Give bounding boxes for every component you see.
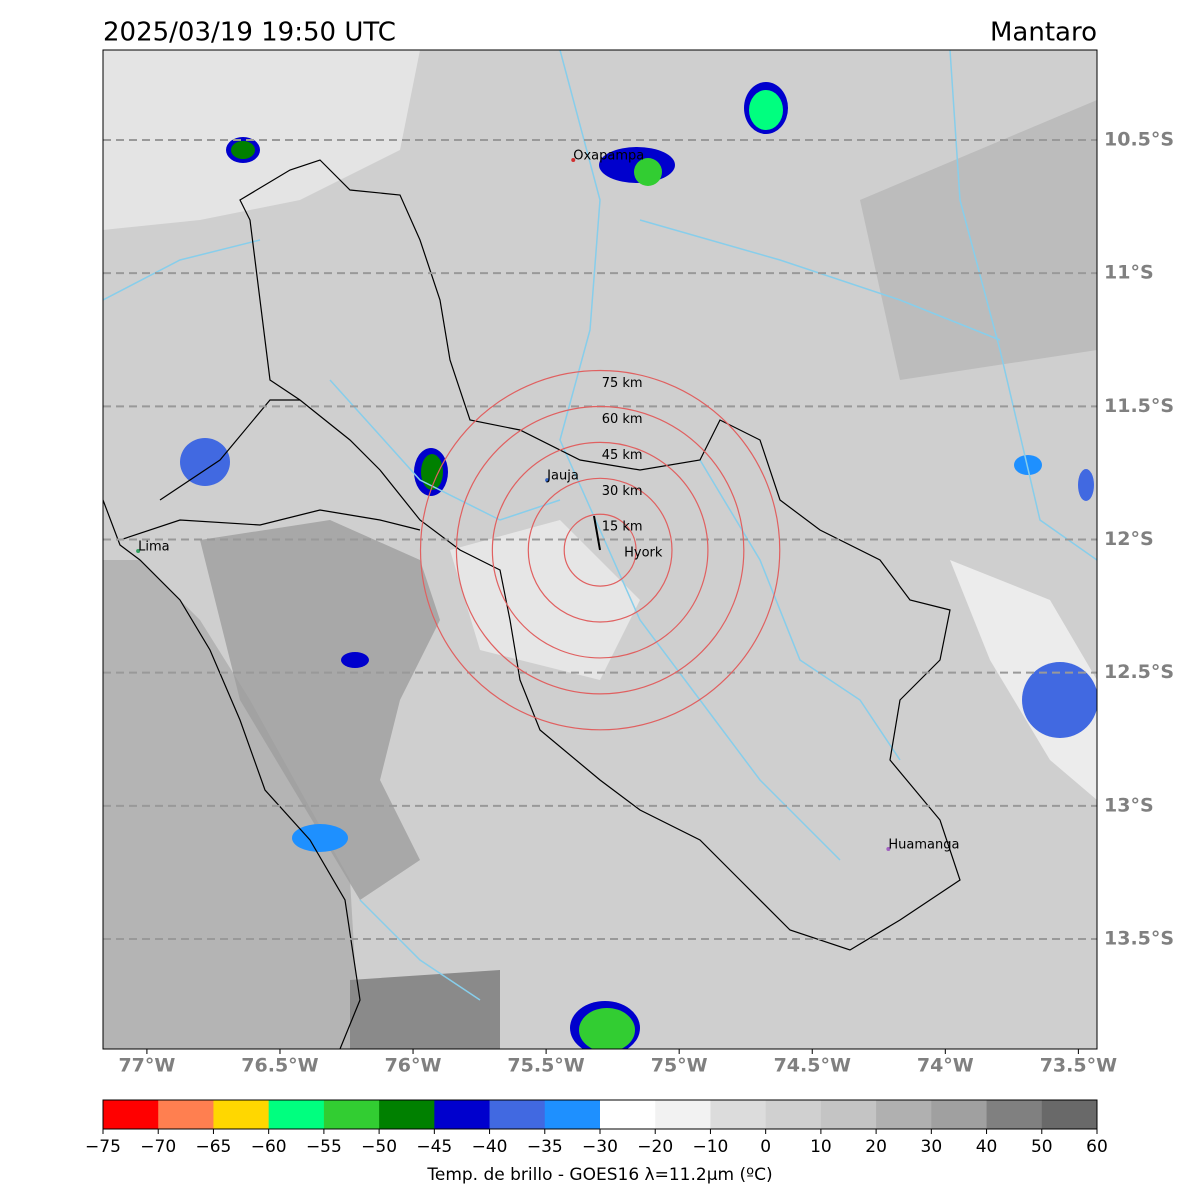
colorbar-segment xyxy=(323,1100,380,1129)
x-tick-label: 77°W xyxy=(118,1055,175,1077)
city-label: Jauja xyxy=(546,469,579,484)
colorbar-tick-label: −50 xyxy=(361,1137,397,1157)
colorbar-segment xyxy=(765,1100,822,1129)
colorbar-tick-label: 40 xyxy=(976,1137,998,1157)
colorbar-segment xyxy=(600,1100,656,1129)
colorbar-segment xyxy=(213,1100,270,1129)
station-marker xyxy=(593,515,601,551)
map-imagery xyxy=(103,50,1097,1049)
x-tick-label: 73.5°W xyxy=(1040,1055,1117,1077)
range-ring xyxy=(419,369,781,731)
colorbar-tick-label: −30 xyxy=(582,1137,618,1157)
colorbar-segment xyxy=(1041,1100,1098,1129)
range-ring-label: 60 km xyxy=(602,412,643,427)
colorbar-tick-label: −35 xyxy=(527,1137,563,1157)
colorbar-segment xyxy=(710,1100,767,1129)
colorbar-tick-label: 30 xyxy=(921,1137,943,1157)
colorbar-segment xyxy=(268,1100,325,1129)
colorbar-segment xyxy=(876,1100,932,1129)
colorbar-tick-label: 60 xyxy=(1086,1137,1108,1157)
city-point xyxy=(545,478,550,483)
x-tick-label: 74.5°W xyxy=(774,1055,851,1077)
colorbar-tick-label: −65 xyxy=(195,1137,231,1157)
colorbar-segment xyxy=(489,1100,546,1129)
colorbar-tick-label: 10 xyxy=(810,1137,832,1157)
colorbar-tick-label: −70 xyxy=(140,1137,176,1157)
station-label: Hyork xyxy=(624,546,663,561)
colorbar-tick-label: −20 xyxy=(637,1137,673,1157)
range-ring-label: 75 km xyxy=(602,376,643,391)
city-label: Lima xyxy=(138,539,169,554)
city-point xyxy=(886,846,891,851)
colorbar-tick-label: −55 xyxy=(306,1137,342,1157)
x-tick-label: 74°W xyxy=(917,1055,974,1077)
range-ring xyxy=(563,513,637,587)
colorbar-tick-label: 50 xyxy=(1031,1137,1053,1157)
colorbar-tick-label: −10 xyxy=(692,1137,728,1157)
colorbar-tick-label: 20 xyxy=(865,1137,887,1157)
colorbar-segment xyxy=(820,1100,877,1129)
region-name: Mantaro xyxy=(990,18,1097,48)
y-tick-label: 12.5°S xyxy=(1104,661,1174,683)
x-tick-label: 75°W xyxy=(651,1055,708,1077)
colorbar-segment xyxy=(158,1100,214,1129)
city-point xyxy=(571,157,576,162)
y-tick-label: 13.5°S xyxy=(1104,928,1174,950)
map-frame xyxy=(102,49,1098,1050)
colorbar-segment xyxy=(379,1100,435,1129)
title: 2025/03/19 19:50 UTC xyxy=(103,18,396,48)
colorbar-tick-label: −45 xyxy=(416,1137,452,1157)
colorbar-segment xyxy=(931,1100,988,1129)
colorbar-tick-label: −40 xyxy=(472,1137,508,1157)
colorbar-tick-label: 0 xyxy=(760,1137,771,1157)
colorbar-segment xyxy=(103,1100,159,1129)
y-tick-label: 13°S xyxy=(1104,794,1154,816)
range-ring xyxy=(491,441,709,659)
x-tick-label: 75.5°W xyxy=(507,1055,584,1077)
colorbar-label: Temp. de brillo - GOES16 λ=11.2μm (ºC) xyxy=(426,1165,772,1185)
y-tick-label: 10.5°S xyxy=(1104,129,1174,151)
colorbar-tick-label: −60 xyxy=(251,1137,287,1157)
colorbar-segment xyxy=(986,1100,1043,1129)
range-ring-label: 30 km xyxy=(602,484,643,499)
city-label: Oxapampa xyxy=(573,148,644,163)
city-label: Huamanga xyxy=(888,837,959,852)
colorbar-tick-label: −75 xyxy=(85,1137,121,1157)
x-tick-label: 76°W xyxy=(385,1055,442,1077)
y-tick-label: 11.5°S xyxy=(1104,395,1174,417)
colorbar-segment xyxy=(544,1100,601,1129)
y-tick-label: 11°S xyxy=(1104,262,1154,284)
y-tick-label: 12°S xyxy=(1104,528,1154,550)
range-ring xyxy=(455,405,745,695)
colorbar-segment xyxy=(434,1100,491,1129)
x-tick-label: 76.5°W xyxy=(241,1055,318,1077)
range-ring xyxy=(527,477,673,623)
city-point xyxy=(136,548,141,553)
range-ring-label: 15 km xyxy=(602,520,643,535)
colorbar-segment xyxy=(655,1100,711,1129)
range-ring-label: 45 km xyxy=(602,448,643,463)
